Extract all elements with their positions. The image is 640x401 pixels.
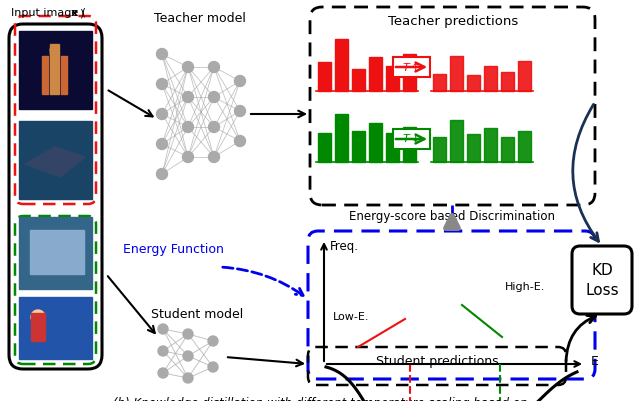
Circle shape: [183, 351, 193, 361]
Ellipse shape: [31, 310, 45, 324]
Bar: [369, 124, 382, 162]
Bar: [403, 128, 416, 162]
Bar: [318, 134, 331, 162]
Text: KD: KD: [591, 262, 613, 277]
Bar: [403, 55, 416, 92]
Circle shape: [234, 76, 246, 87]
FancyBboxPatch shape: [572, 246, 632, 314]
Circle shape: [182, 92, 193, 103]
Bar: [450, 57, 463, 92]
Circle shape: [182, 62, 193, 73]
FancyBboxPatch shape: [9, 25, 102, 369]
Text: Teacher predictions: Teacher predictions: [388, 15, 518, 28]
Text: Input image (: Input image (: [11, 8, 86, 18]
Bar: [518, 132, 531, 162]
Polygon shape: [50, 50, 59, 95]
Text: (b) Knowledge distillation with different temperature scaling based on: (b) Knowledge distillation with differen…: [113, 396, 527, 401]
Text: Low-E.: Low-E.: [333, 311, 369, 321]
Circle shape: [182, 152, 193, 163]
Text: Energy Function: Energy Function: [123, 242, 223, 255]
Bar: [484, 129, 497, 162]
Circle shape: [234, 106, 246, 117]
Text: $T\uparrow$: $T\uparrow$: [402, 60, 420, 73]
Circle shape: [183, 329, 193, 339]
FancyArrowPatch shape: [573, 105, 598, 242]
Bar: [450, 121, 463, 162]
Text: High-E.: High-E.: [505, 281, 545, 291]
Bar: [19, 122, 92, 200]
Bar: [501, 73, 514, 92]
Bar: [433, 138, 446, 162]
Bar: [352, 70, 365, 92]
Circle shape: [234, 136, 246, 147]
Bar: [467, 135, 480, 162]
Bar: [335, 115, 348, 162]
Text: Student model: Student model: [151, 307, 243, 320]
Bar: [518, 62, 531, 92]
Text: x: x: [71, 8, 78, 18]
Circle shape: [209, 92, 220, 103]
Circle shape: [209, 62, 220, 73]
Circle shape: [157, 79, 168, 90]
Bar: [393, 58, 430, 78]
Bar: [393, 130, 430, 150]
Circle shape: [208, 362, 218, 372]
Circle shape: [182, 122, 193, 133]
Text: Student predictions: Student predictions: [376, 354, 499, 367]
Bar: [19, 297, 92, 359]
Bar: [467, 76, 480, 92]
Circle shape: [158, 368, 168, 378]
Bar: [386, 67, 399, 92]
Text: Energy-score based Discrimination: Energy-score based Discrimination: [349, 209, 555, 223]
Bar: [50, 45, 59, 95]
Circle shape: [209, 122, 220, 133]
Bar: [61, 57, 67, 95]
Bar: [484, 67, 497, 92]
Circle shape: [209, 152, 220, 163]
Bar: [31, 313, 45, 341]
Bar: [335, 40, 348, 92]
Circle shape: [158, 324, 168, 334]
Bar: [369, 58, 382, 92]
Bar: [30, 231, 84, 274]
Text: $T\downarrow$: $T\downarrow$: [402, 132, 420, 144]
Text: Loss: Loss: [585, 282, 619, 297]
Bar: [386, 134, 399, 162]
Bar: [19, 32, 92, 110]
Circle shape: [157, 139, 168, 150]
Bar: [19, 217, 92, 289]
Circle shape: [183, 373, 193, 383]
Circle shape: [158, 346, 168, 356]
Bar: [433, 75, 446, 92]
FancyArrowPatch shape: [566, 316, 596, 361]
Bar: [352, 132, 365, 162]
Bar: [318, 63, 331, 92]
Bar: [501, 138, 514, 162]
Text: Freq.: Freq.: [330, 239, 359, 252]
Circle shape: [157, 169, 168, 180]
Circle shape: [208, 336, 218, 346]
Circle shape: [157, 109, 168, 120]
Polygon shape: [25, 148, 85, 178]
Circle shape: [157, 49, 168, 60]
Text: ): ): [79, 8, 83, 18]
Text: Teacher model: Teacher model: [154, 12, 246, 25]
Bar: [42, 57, 48, 95]
Text: E: E: [591, 354, 599, 368]
